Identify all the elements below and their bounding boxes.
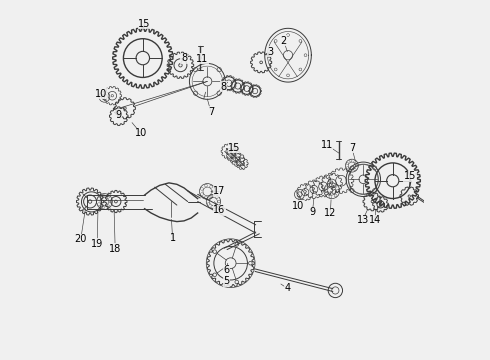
Text: 14: 14 <box>368 215 381 225</box>
Text: 6: 6 <box>223 265 229 275</box>
Text: 7: 7 <box>349 143 355 153</box>
Text: 11: 11 <box>320 140 333 150</box>
Text: 15: 15 <box>228 143 241 153</box>
Text: 8: 8 <box>220 82 226 92</box>
Text: 20: 20 <box>74 234 87 244</box>
Text: 10: 10 <box>292 201 304 211</box>
Text: 4: 4 <box>284 283 291 293</box>
Text: 10: 10 <box>96 89 108 99</box>
Text: 9: 9 <box>309 207 316 217</box>
Text: 11: 11 <box>196 54 208 64</box>
Text: 16: 16 <box>213 206 225 216</box>
Text: 10: 10 <box>135 129 147 138</box>
Text: 15: 15 <box>138 19 151 29</box>
Text: 17: 17 <box>213 186 225 197</box>
Text: 3: 3 <box>267 46 273 57</box>
Text: 7: 7 <box>208 107 214 117</box>
Text: 18: 18 <box>109 244 122 254</box>
Text: 15: 15 <box>404 171 416 181</box>
Text: 2: 2 <box>281 36 287 46</box>
Text: 12: 12 <box>324 208 337 218</box>
Text: 19: 19 <box>91 239 103 249</box>
Text: 9: 9 <box>116 111 122 121</box>
Text: 1: 1 <box>170 233 175 243</box>
Text: 13: 13 <box>357 215 369 225</box>
Text: 8: 8 <box>181 53 187 63</box>
Text: 5: 5 <box>223 276 229 286</box>
